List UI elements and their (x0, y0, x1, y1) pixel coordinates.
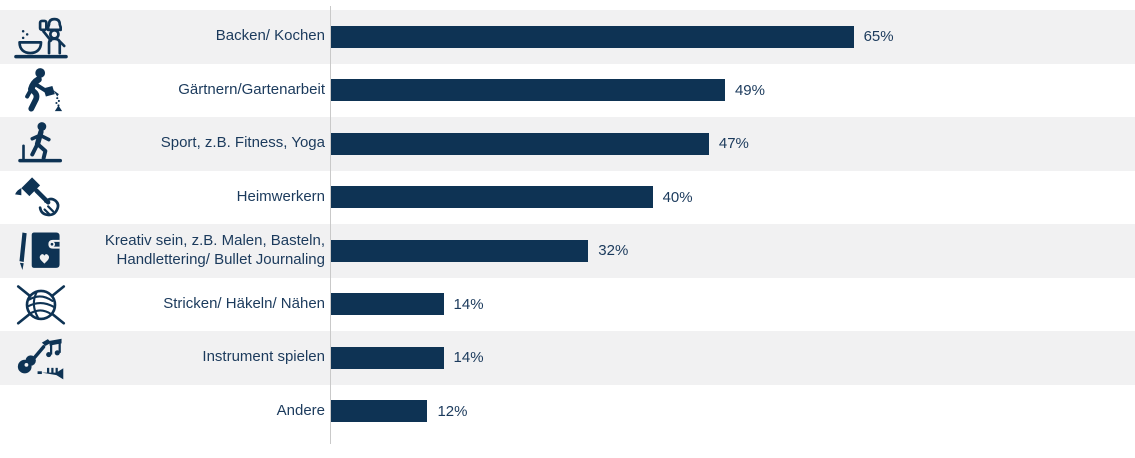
value-label: 47% (718, 135, 749, 153)
category-label: Heimwerkern (236, 187, 325, 205)
chart-row-gaertnern: Gärtnern/Gartenarbeit 49% (0, 64, 1135, 118)
knitting-yarn-icon (13, 277, 69, 331)
value-label: 14% (453, 295, 484, 313)
value-label: 65% (863, 28, 894, 46)
creative-journal-pen-icon (14, 225, 68, 277)
category-label: Instrument spielen (202, 348, 325, 366)
category-label: Backen/ Kochen (215, 27, 325, 45)
diy-hammer-icon (12, 172, 70, 222)
bar-heimwerkern (331, 186, 653, 209)
chart-row-sport: Sport, z.B. Fitness, Yoga 47% (0, 117, 1135, 171)
gardening-watering-icon (15, 64, 67, 116)
bar-instrument (331, 346, 444, 369)
chart-row-kreativ: Kreativ sein, z.B. Malen, Basteln, Handl… (0, 224, 1135, 278)
bar-kreativ (331, 239, 589, 262)
chart-rows: Backen/ Kochen 65% (0, 10, 1135, 438)
chart-row-instrument: Instrument spielen 14% (0, 331, 1135, 385)
chart-row-heimwerkern: Heimwerkern 40% (0, 171, 1135, 225)
value-label: 12% (437, 402, 468, 420)
category-label: Stricken/ Häkeln/ Nähen (163, 294, 325, 312)
music-instruments-icon (13, 334, 69, 382)
value-label: 40% (662, 188, 693, 206)
value-label: 14% (453, 349, 484, 367)
bar-backen-kochen (331, 25, 854, 48)
bar-sport (331, 132, 709, 155)
value-label: 49% (734, 81, 765, 99)
category-label: Andere (276, 401, 325, 419)
chart-row-andere: Andere 12% (0, 385, 1135, 439)
sport-treadmill-icon (13, 119, 69, 169)
bar-andere (331, 400, 428, 423)
value-label: 32% (598, 242, 629, 260)
category-label: Gärtnern/Gartenarbeit (178, 80, 325, 98)
category-label: Sport, z.B. Fitness, Yoga (160, 134, 325, 152)
bar-gaertnern (331, 79, 725, 102)
chart-row-backen-kochen: Backen/ Kochen 65% (0, 10, 1135, 64)
category-label: Kreativ sein, z.B. Malen, Basteln, Handl… (104, 232, 325, 268)
category-axis-line (330, 6, 332, 444)
chart-row-stricken: Stricken/ Häkeln/ Nähen 14% (0, 278, 1135, 332)
cooking-chef-icon (11, 12, 71, 62)
bar-stricken (331, 293, 444, 316)
